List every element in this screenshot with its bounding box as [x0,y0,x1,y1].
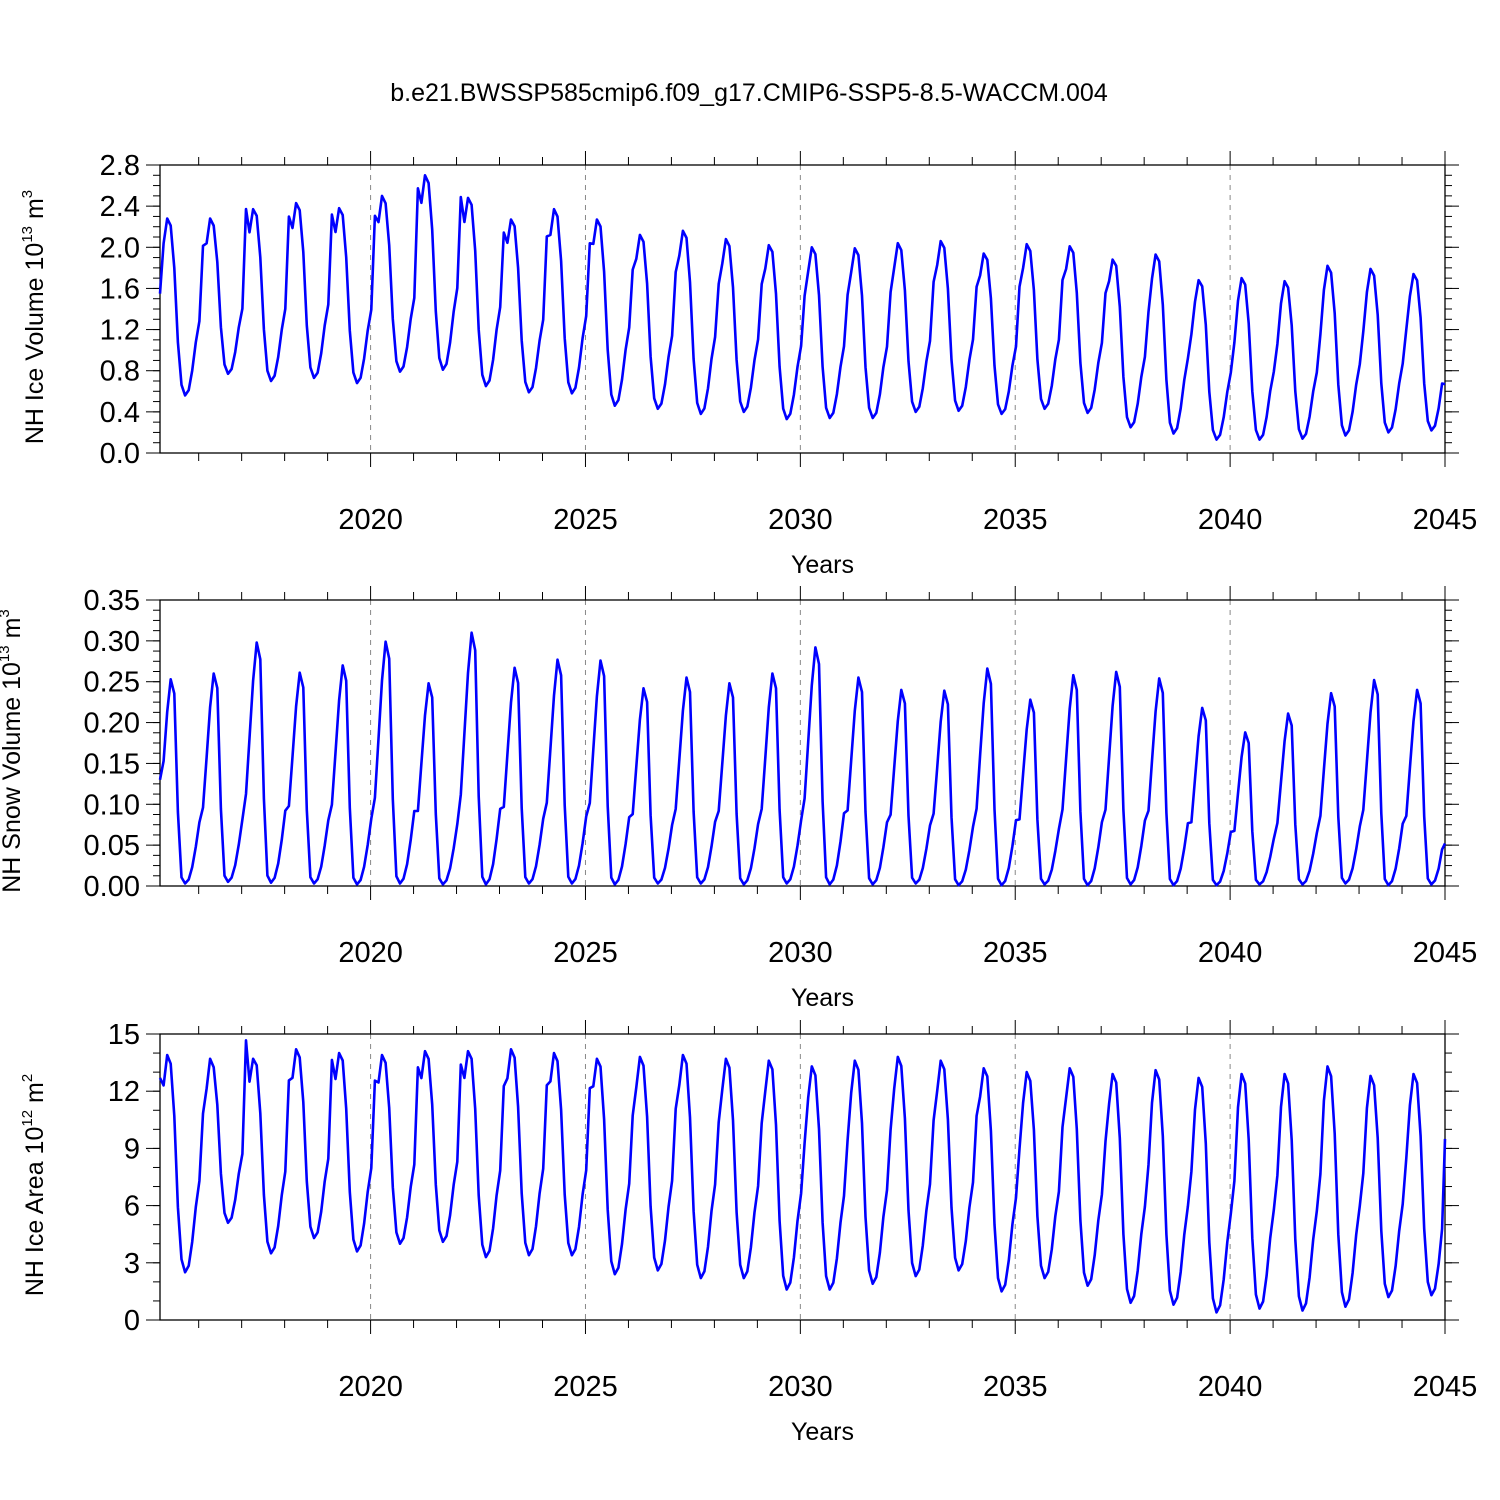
snow-volume-ytick-label-7: 0.35 [84,585,140,617]
ice-volume-ytick-label-1: 0.4 [100,397,140,429]
ice-volume-series-line [158,174,1446,441]
snow-volume-ytick-label-2: 0.10 [84,789,140,821]
ice-volume-ylabel: NH Ice Volume 1013 m3 [19,190,49,444]
ice-volume-ytick-label-2: 0.8 [100,356,140,388]
snow-volume-ytick-label-1: 0.05 [84,830,140,862]
snow-volume-xlabel: Years [791,984,854,1012]
snow-volume-panel: 2020 2025 2030 2035 2040 2045 0.00 0.05 0.10 0.15… [0,585,1477,1012]
snow-volume-xtick-label-2030: 2030 [768,937,833,969]
snow-volume-series-line [158,631,1447,887]
ice-area-xtick-label-2030: 2030 [768,1371,833,1403]
snow-volume-xtick-label-2025: 2025 [553,937,618,969]
snow-volume-ytick-label-0: 0.00 [84,871,140,903]
snow-volume-xtick-label-2035: 2035 [983,937,1048,969]
ice-area-ytick-label-4: 12 [108,1076,140,1108]
ice-volume-xtick-label-2040: 2040 [1198,504,1263,536]
ice-area-ytick-label-3: 9 [124,1133,140,1165]
ice-volume-panel: 2020 2025 2030 2035 2040 2045 0.0 0.4 0.8 1.2 1.6 2… [19,150,1477,579]
snow-volume-ytick-label-6: 0.30 [84,626,140,658]
ice-volume-xtick-label-2020: 2020 [338,504,403,536]
ice-volume-ytick-label-3: 1.2 [100,315,140,347]
ice-volume-xtick-label-2045: 2045 [1413,504,1478,536]
ice-volume-ytick-label-6: 2.4 [100,191,140,223]
ice-area-ytick-label-5: 15 [108,1019,140,1051]
ice-area-ytick-label-1: 3 [124,1248,140,1280]
snow-volume-ytick-label-3: 0.15 [84,748,140,780]
ice-volume-ytick-label-0: 0.0 [100,438,140,470]
snow-volume-xtick-label-2045: 2045 [1413,937,1478,969]
ice-area-xtick-label-2045: 2045 [1413,1371,1478,1403]
ice-volume-ytick-label-4: 1.6 [100,273,140,305]
snow-volume-ylabel: NH Snow Volume 1013 m3 [0,609,26,893]
ice-volume-ytick-label-7: 2.8 [100,150,140,182]
snow-volume-xtick-label-2020: 2020 [338,937,403,969]
ice-area-xtick-label-2025: 2025 [553,1371,618,1403]
ice-volume-ytick-label-5: 2.0 [100,232,140,264]
ice-volume-xtick-label-2030: 2030 [768,504,833,536]
snow-volume-xtick-label-2040: 2040 [1198,937,1263,969]
ice-area-series-line [158,1039,1447,1314]
ice-area-ytick-label-2: 6 [124,1191,140,1223]
figure-title: b.e21.BWSSP585cmip6.f09_g17.CMIP6-SSP5-8… [390,79,1108,107]
ice-area-xtick-label-2040: 2040 [1198,1371,1263,1403]
ice-area-xtick-label-2035: 2035 [983,1371,1048,1403]
ice-area-ylabel: NH Ice Area 1012 m2 [19,1074,49,1296]
ice-area-panel: 2020 2025 2030 2035 2040 2045 0 3 6 9 12 15 Years NH … [19,1019,1477,1446]
ice-volume-xlabel: Years [791,551,854,579]
ice-area-ytick-label-0: 0 [124,1305,140,1337]
snow-volume-ytick-label-4: 0.20 [84,708,140,740]
snow-volume-ytick-label-5: 0.25 [84,667,140,699]
ice-area-xtick-label-2020: 2020 [338,1371,403,1403]
ice-volume-xtick-label-2035: 2035 [983,504,1048,536]
ice-area-xlabel: Years [791,1418,854,1446]
ice-volume-xtick-label-2025: 2025 [553,504,618,536]
